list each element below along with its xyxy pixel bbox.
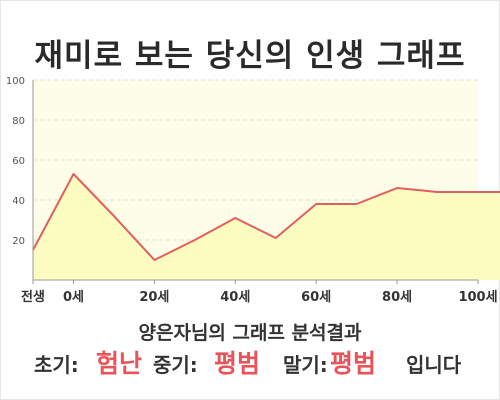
y-tick-label: 60	[12, 156, 25, 167]
y-tick-label: 100	[6, 76, 25, 87]
x-tick-label: 100세	[458, 290, 497, 305]
late-label: 말기:	[283, 353, 328, 377]
early-value: 험난	[96, 349, 143, 378]
suffix-text: 입니다	[406, 353, 462, 377]
analysis-summary: 양은자님의 그래프 분석결과	[138, 322, 362, 344]
y-tick-label: 40	[12, 196, 25, 207]
y-tick-label: 80	[12, 116, 25, 127]
x-tick-label: 40세	[220, 290, 250, 305]
x-tick-label: 80세	[382, 290, 412, 305]
tick-labels: 20406080100전생0세20세40세60세80세100세환생	[6, 76, 498, 305]
x-tick-label: 20세	[139, 290, 169, 305]
x-tick-label: 0세	[63, 290, 84, 305]
mid-value: 평범	[214, 349, 261, 378]
late-value: 평범	[330, 349, 377, 378]
life-graph-chart: 20406080100전생0세20세40세60세80세100세환생	[6, 76, 500, 305]
mid-label: 중기:	[153, 353, 198, 377]
early-label: 초기:	[34, 353, 79, 377]
area-fill-layer	[32, 173, 500, 280]
area-fill	[33, 174, 500, 280]
page-title: 재미로 보는 당신의 인생 그래프	[34, 38, 466, 74]
x-tick-label: 60세	[301, 290, 331, 305]
y-tick-label: 20	[12, 236, 25, 247]
analysis-verdict: 초기: 험난 중기: 평범 말기: 평범 입니다	[0, 346, 500, 386]
series-line	[32, 173, 500, 261]
axis-layer	[32, 80, 479, 284]
x-tick-label: 전생	[21, 289, 45, 305]
